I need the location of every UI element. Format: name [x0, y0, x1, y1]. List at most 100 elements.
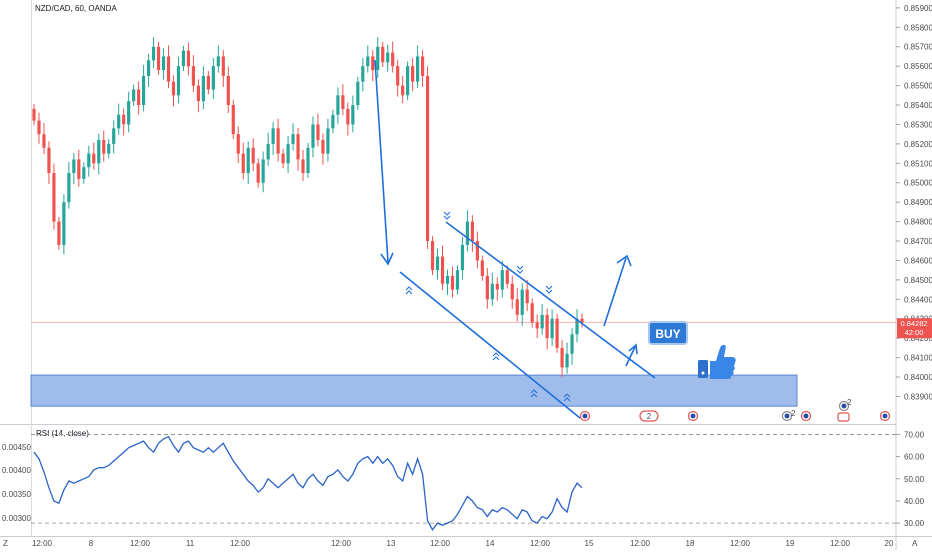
time-tick-label: 12:00: [630, 539, 651, 548]
time-tick-label: 12:00: [32, 539, 53, 548]
buy-label[interactable]: BUY: [648, 321, 688, 345]
rsi-left-tick-label: 0.00400: [2, 466, 31, 475]
candle-body: [510, 283, 514, 300]
candle-body: [386, 52, 390, 63]
time-tick-label: 19: [786, 539, 795, 548]
last-price-badge: 0.84282 42:00: [897, 318, 932, 339]
candle-body: [555, 318, 559, 348]
candle-body: [366, 56, 370, 67]
candle-body: [416, 56, 420, 82]
event-ca-flag-icon[interactable]: [837, 412, 850, 422]
candle-body: [420, 56, 425, 76]
candle-body: [271, 128, 275, 144]
candle-body: [57, 221, 61, 245]
price-tick-label: 0.84100: [904, 354, 932, 363]
time-axis-corner-left[interactable]: Z: [3, 539, 8, 548]
time-tick-label: 12:00: [530, 539, 551, 548]
drawings[interactable]: [374, 59, 656, 419]
channel-upper-line[interactable]: [445, 221, 656, 379]
candle-body: [286, 143, 290, 164]
candle-body: [336, 95, 340, 115]
time-tick-label: 12:00: [730, 539, 751, 548]
support-zone[interactable]: [30, 374, 798, 407]
candle-body: [32, 108, 36, 121]
rsi-left-tick-label: 0.00300: [2, 514, 31, 523]
rsi-left-tick-label: 0.00350: [2, 490, 31, 499]
candle-body: [62, 202, 66, 245]
candle-body: [570, 334, 574, 354]
candle-body: [401, 85, 405, 96]
candle-body: [206, 75, 210, 90]
candle-body: [221, 56, 225, 76]
rsi-tick-label: 30.00: [904, 519, 925, 528]
candle-body: [535, 322, 539, 329]
candle-body: [411, 66, 415, 82]
channel-lower-line[interactable]: [399, 271, 581, 419]
candle-body: [391, 52, 395, 67]
candle-body: [550, 318, 554, 339]
rsi-label[interactable]: RSI (14, close): [36, 429, 89, 438]
price-tick-label: 0.84500: [904, 276, 932, 285]
event-nz-flag-inner: [882, 413, 888, 419]
candle-body: [321, 140, 325, 154]
up-arrow-shaft[interactable]: [603, 257, 627, 327]
candle-body: [171, 81, 176, 96]
price-tick-label: 0.85400: [904, 101, 932, 110]
buy-label-box: [648, 321, 688, 345]
rsi-line[interactable]: [33, 435, 583, 531]
candle-body: [181, 50, 186, 67]
candle-body: [256, 163, 260, 183]
time-tick-label: 18: [686, 539, 695, 548]
candle-body: [216, 56, 220, 67]
price-tick-label: 0.84600: [904, 256, 932, 265]
candle-body: [381, 46, 385, 63]
fractal-markers: [405, 211, 571, 402]
price-tick-label: 0.84800: [904, 218, 932, 227]
candle-body: [545, 314, 549, 339]
down-arrow-shaft[interactable]: [374, 59, 389, 263]
event-nz-flag-inner: [841, 403, 847, 409]
price-tick-label: 0.83900: [904, 392, 932, 401]
candle-body: [191, 66, 196, 86]
candle-body: [87, 153, 91, 168]
candle-body: [430, 241, 435, 271]
price-tick-label: 0.85200: [904, 140, 932, 149]
small-up-arrow-shaft[interactable]: [625, 346, 636, 367]
event-ca-flag-icon[interactable]: [639, 410, 659, 422]
time-tick-label: 12:00: [130, 539, 151, 548]
price-tick-label: 0.85300: [904, 120, 932, 129]
fractal-down-marker: [530, 389, 538, 398]
event-nz-flag-inner: [803, 413, 809, 419]
time-axis[interactable]: 12:00 8 12:00 11 12:00 12:00 13 12:00 14 12:00 15 1…: [32, 539, 894, 548]
rsi-tick-label: 60.00: [904, 453, 925, 462]
rsi-left-tick-label: 0.00450: [2, 443, 31, 452]
last-price-box: [897, 318, 932, 339]
candle-body: [276, 128, 280, 154]
small-up-arrow-head: [628, 343, 638, 355]
candle-body: [281, 153, 285, 164]
event-nz-flag-inner: [690, 413, 696, 419]
candle-body: [455, 270, 460, 290]
thumbs-up-icon: [698, 344, 736, 379]
rsi-left-axis: 0.00450 0.00400 0.00350 0.00300: [2, 443, 31, 523]
candle-body: [351, 105, 355, 125]
candle-body: [296, 134, 300, 160]
candle-body: [107, 143, 111, 154]
candle-body: [470, 221, 474, 242]
candle-body: [196, 85, 200, 102]
price-tick-label: 0.85500: [904, 82, 932, 91]
candle-body: [151, 46, 156, 61]
candle-body: [341, 95, 345, 109]
candle-body: [176, 66, 181, 96]
candle-body: [166, 56, 171, 82]
price-tick-label: 0.84200: [904, 334, 932, 343]
auto-scale-button[interactable]: A: [912, 539, 918, 548]
event-badges[interactable]: 2 2 2: [579, 398, 891, 422]
candle-body: [485, 276, 489, 300]
candle-body: [425, 75, 430, 242]
last-price-value: 0.84282: [900, 319, 927, 328]
candle-body: [465, 221, 470, 245]
fractal-down-marker: [563, 393, 571, 402]
